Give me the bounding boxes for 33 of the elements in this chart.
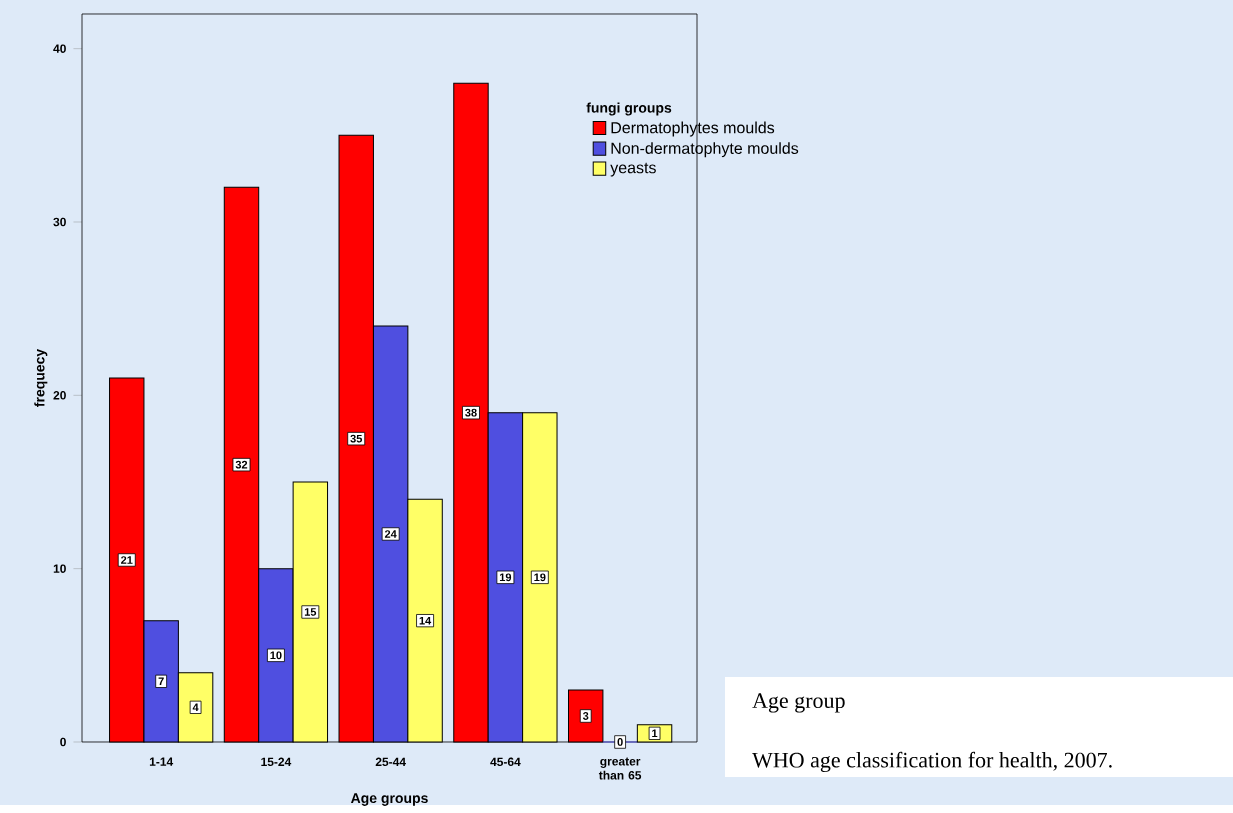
- x-tick-label: 15-24: [261, 757, 292, 767]
- x-tick-label: 25-44: [375, 757, 406, 767]
- x-axis-title: Age groups: [350, 793, 428, 807]
- x-tick-label: 45-64: [490, 757, 521, 767]
- legend-title: fungi groups: [586, 102, 672, 116]
- legend-label: Non-dermatophyte moulds: [611, 142, 799, 158]
- data-label: 19: [499, 573, 512, 582]
- y-axis-title: frequecy: [34, 349, 48, 408]
- data-label: 15: [304, 608, 317, 617]
- data-label: 0: [617, 738, 623, 747]
- y-tick-label: 20: [53, 391, 66, 400]
- y-tick-label: 30: [53, 217, 66, 227]
- legend-label: Dermatophytes moulds: [611, 121, 775, 137]
- data-label: 7: [158, 677, 164, 686]
- y-tick-label: 40: [53, 44, 66, 54]
- data-label: 24: [384, 530, 397, 539]
- data-label: 32: [235, 460, 248, 469]
- data-label: 3: [582, 712, 589, 721]
- data-label: 10: [270, 651, 282, 660]
- data-label: 21: [121, 556, 133, 565]
- data-label: 19: [534, 573, 546, 582]
- text: WHO age classification for health, 2007.: [752, 752, 1112, 773]
- data-label: 14: [419, 617, 432, 625]
- data-label: 4: [192, 703, 199, 712]
- data-label: 35: [350, 434, 363, 443]
- y-tick-label: 10: [53, 564, 66, 574]
- x-tick-label: greater than 65: [598, 757, 642, 780]
- x-tick-label: 1-14: [149, 757, 174, 767]
- data-label: 1: [652, 729, 658, 738]
- y-tick-label: 0: [60, 737, 66, 747]
- data-label: 38: [465, 408, 477, 417]
- legend-label: yeasts: [610, 163, 656, 177]
- text: Age group: [752, 693, 845, 713]
